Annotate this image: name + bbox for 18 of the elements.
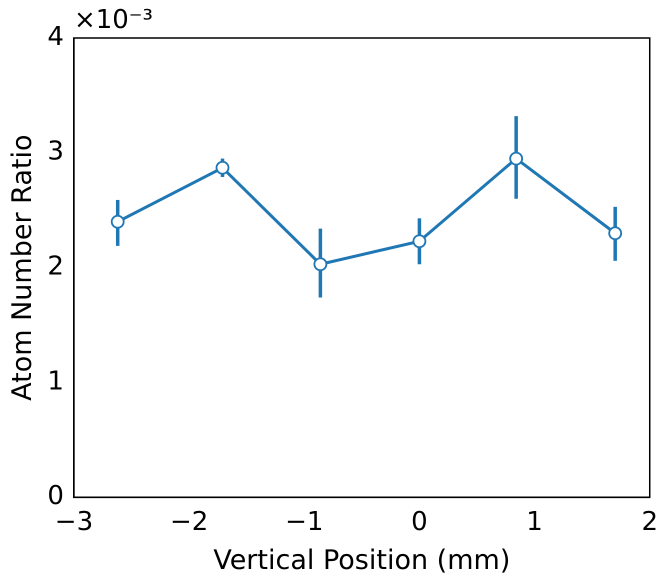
x-tick-label: −1: [285, 506, 324, 537]
point: [216, 160, 230, 175]
y-tick-label: 1: [47, 366, 64, 396]
y-tick-label: 4: [47, 22, 64, 52]
point: [608, 226, 622, 240]
y-tick-label: 2: [47, 251, 64, 282]
point: [110, 214, 125, 229]
x-axis-title: Vertical Position (mm): [213, 544, 510, 576]
text: ×10⁻³: [74, 4, 153, 35]
x-tick-label: 2: [641, 506, 658, 537]
y-axis-title: Atom Number Ratio: [7, 134, 38, 401]
point: [509, 152, 524, 166]
x-tick-label: 1: [526, 506, 543, 537]
point: [313, 257, 328, 272]
x-tick-label: 0: [411, 506, 428, 537]
x-tick-label: −2: [170, 506, 208, 537]
y-tick-label: 3: [47, 136, 64, 167]
point: [412, 234, 426, 248]
